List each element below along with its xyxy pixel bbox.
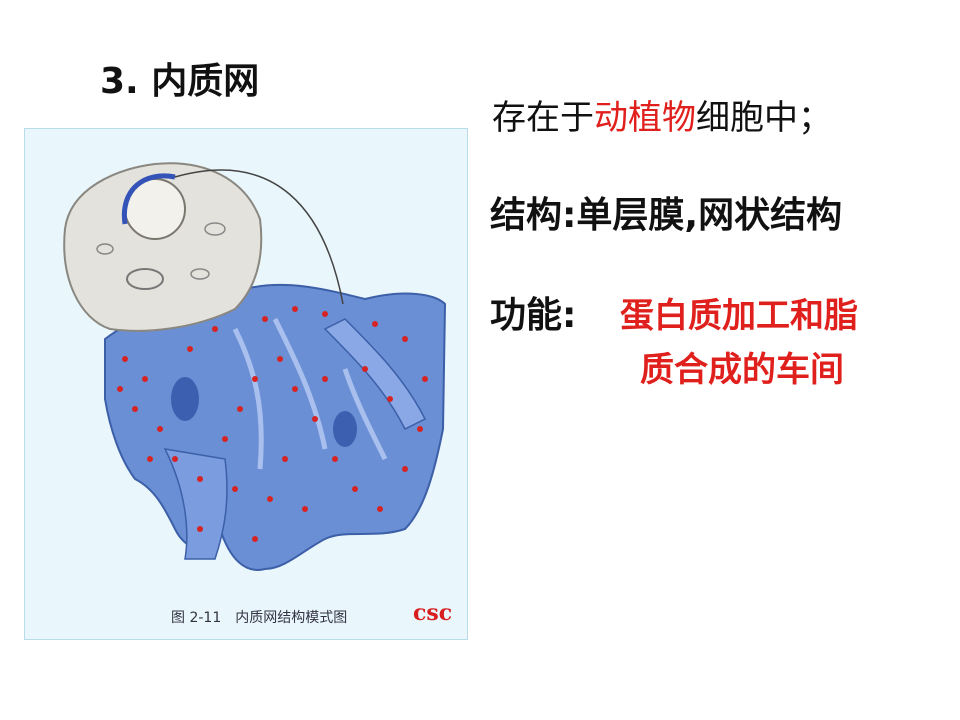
- structure-line: 结构:单层膜,网状结构: [490, 186, 842, 238]
- er-lumen: [171, 377, 199, 421]
- slide-title: 3. 内质网: [100, 61, 260, 102]
- structure-colon: :: [562, 195, 577, 236]
- er-sheet-right: [323, 318, 427, 431]
- function-label-line: 功能:: [490, 286, 576, 338]
- publisher-logo: csc: [413, 600, 453, 626]
- organelle: [204, 222, 226, 236]
- er-figure: 图 2-11 内质网结构模式图 csc: [24, 128, 468, 640]
- structure-value: 单层膜,网状结构: [576, 195, 843, 236]
- er-lumen: [333, 411, 357, 447]
- nuclear-envelope: [121, 173, 176, 225]
- endoplasmic-reticulum-illustration: [63, 162, 447, 571]
- existence-line: 存在于动植物细胞中；: [492, 90, 832, 139]
- function-colon: :: [562, 295, 577, 336]
- function-value-line1: 蛋白质加工和脂: [620, 296, 858, 336]
- er-sheet-lower: [163, 448, 228, 560]
- existence-highlight: 动植物: [594, 98, 696, 138]
- pointer-line: [174, 169, 344, 305]
- organelle: [126, 268, 164, 290]
- figure-caption: 图 2-11 内质网结构模式图: [171, 610, 348, 626]
- existence-prefix: 存在于: [492, 98, 594, 138]
- structure-label: 结构: [490, 195, 563, 236]
- existence-suffix: 细胞中；: [696, 98, 832, 138]
- organelle: [190, 268, 210, 280]
- cell-body: [63, 162, 263, 332]
- ribosomes: [117, 306, 428, 542]
- function-label: 功能: [490, 295, 563, 336]
- organelle: [96, 243, 114, 255]
- er-channel: [232, 317, 388, 470]
- function-value-line2: 质合成的车间: [640, 350, 844, 390]
